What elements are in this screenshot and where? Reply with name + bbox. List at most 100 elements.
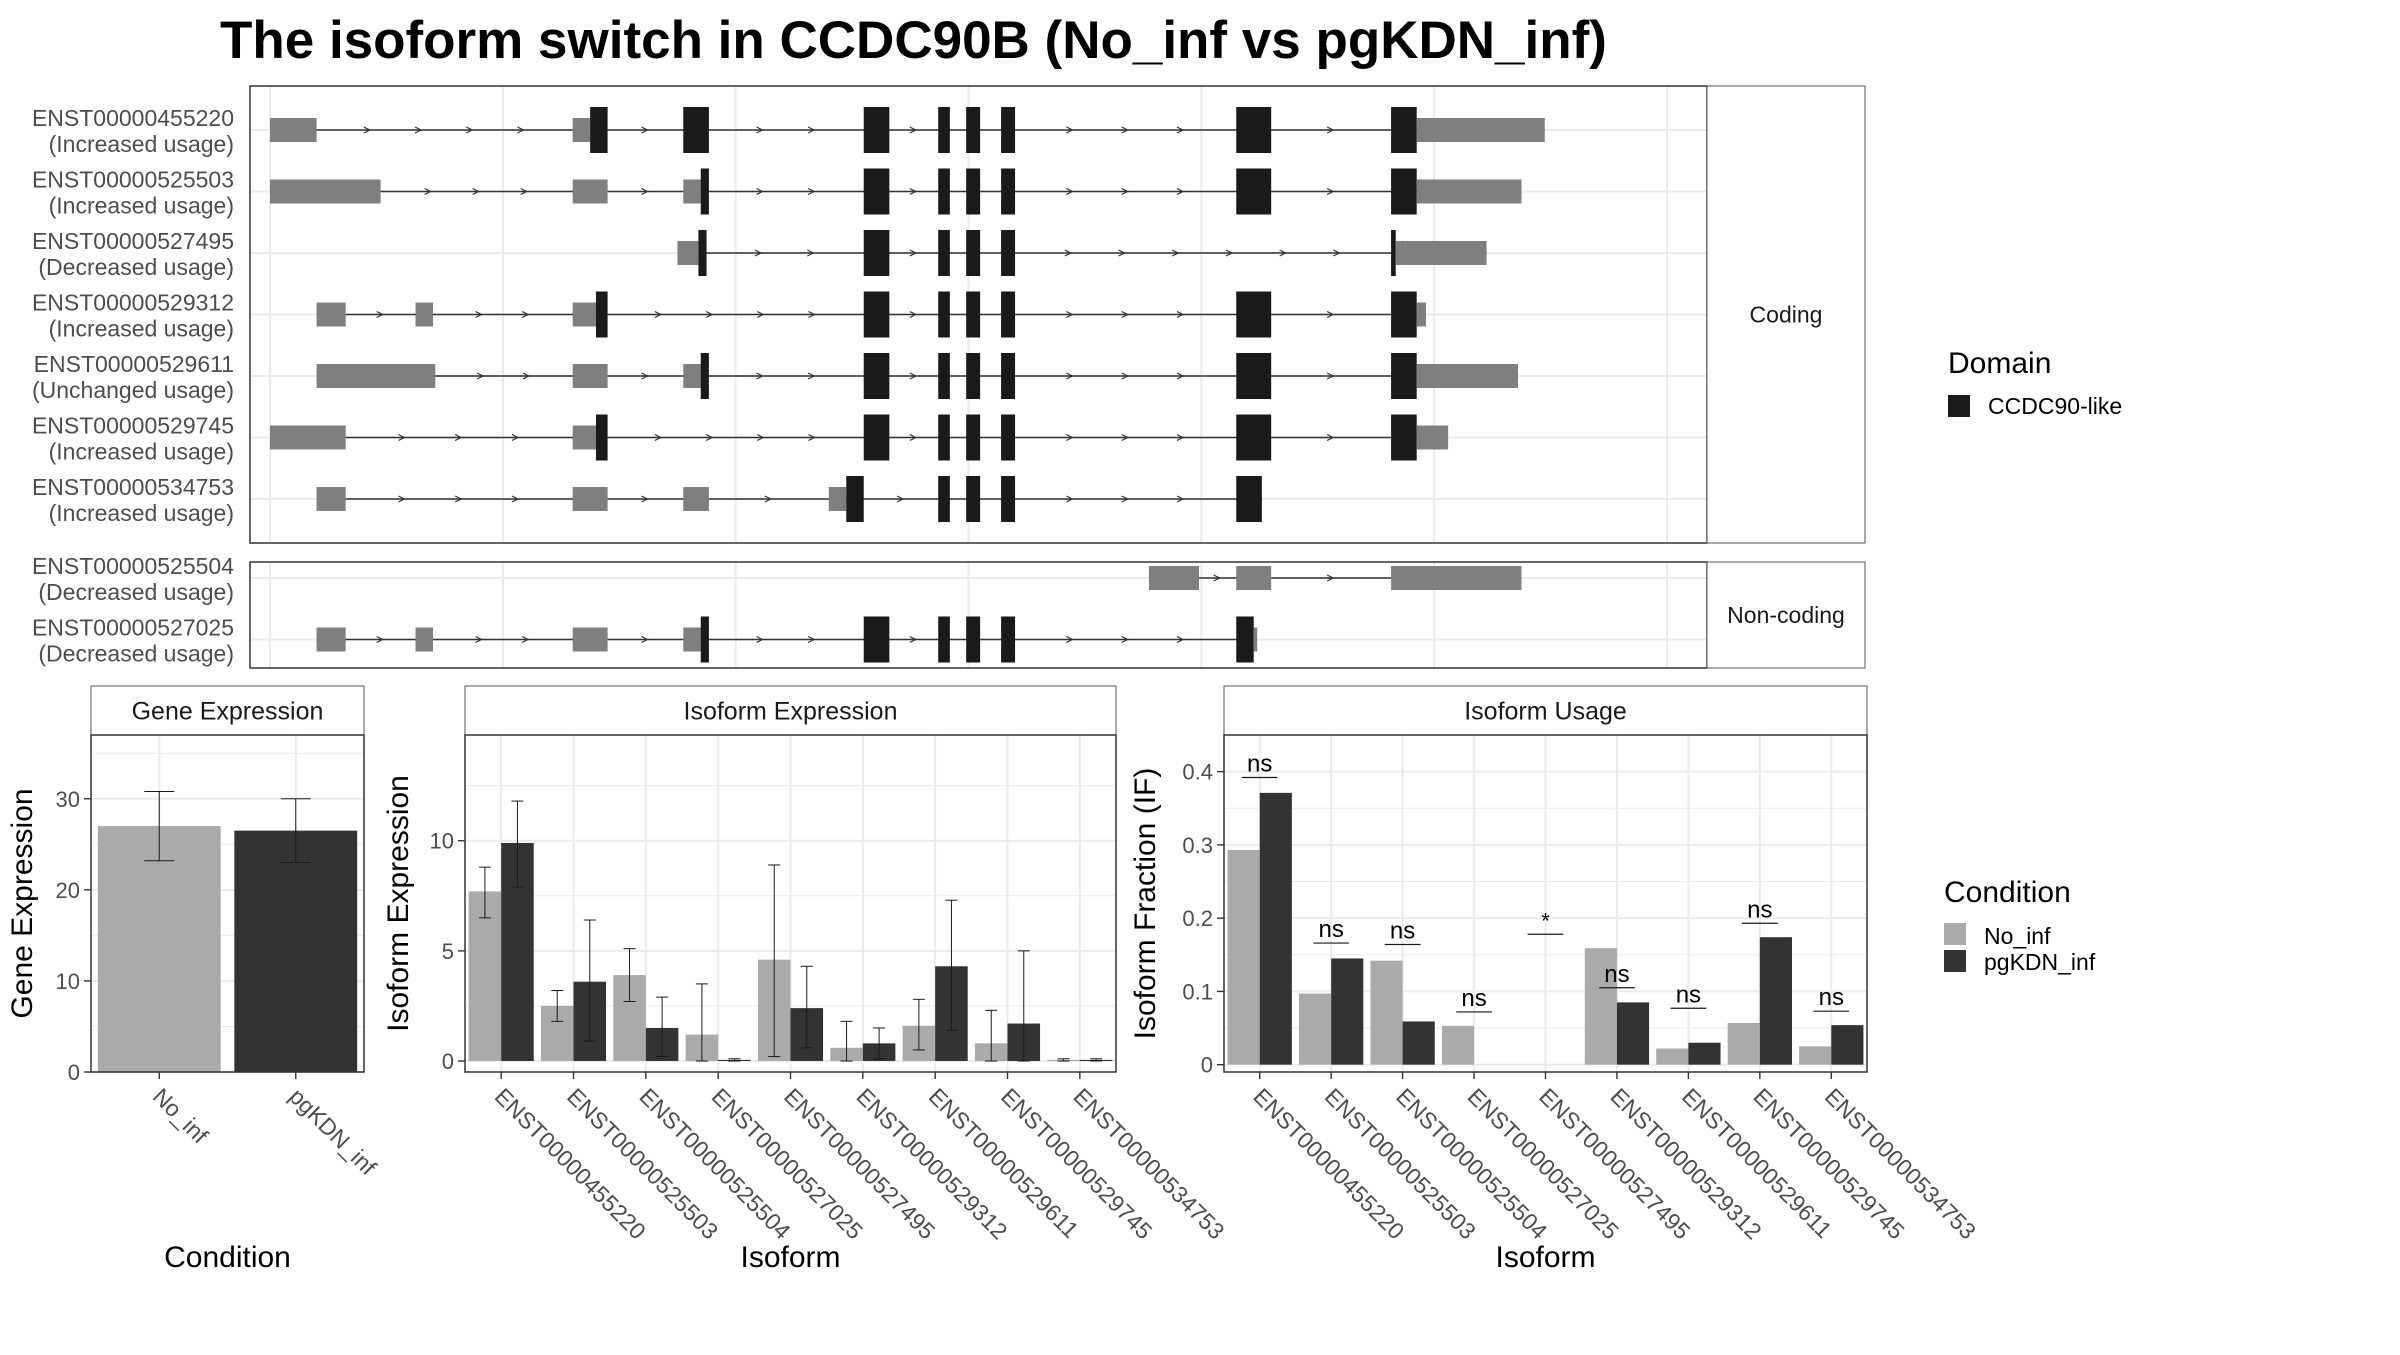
transcript-usage-label: (Unchanged usage) xyxy=(32,377,234,403)
strand-arrow xyxy=(807,635,816,644)
exon-utr-block xyxy=(572,118,591,142)
strand-arrow xyxy=(757,310,765,319)
condition-legend-label-no-inf: No_inf xyxy=(1984,923,2051,949)
strand-arrow xyxy=(472,187,480,196)
exon-domain-block xyxy=(966,168,981,215)
plot-border xyxy=(90,734,365,1073)
exon-utr-block xyxy=(1416,425,1449,450)
strand-arrow xyxy=(909,635,918,644)
strand-arrow xyxy=(807,187,816,196)
isoform-usage-chart: Isoform Usage ns ns ns ns * ns ns ns ns 0 0.1 0.2 0.3… xyxy=(1129,685,1981,1274)
exon-domain-block xyxy=(938,107,950,153)
transcript-id-label: ENST00000525504 xyxy=(32,553,234,579)
transcript-id-label: ENST00000525503 xyxy=(32,167,234,193)
strand-arrow xyxy=(1326,574,1335,582)
bar xyxy=(1299,993,1332,1065)
strand-arrow xyxy=(1176,635,1185,644)
significance-label: * xyxy=(1541,908,1550,933)
strand-arrow xyxy=(808,433,816,442)
condition-legend-swatch-no-inf xyxy=(1944,923,1966,945)
strand-arrow xyxy=(909,372,918,380)
exon-domain-block xyxy=(966,230,981,276)
exon-utr-block xyxy=(1395,241,1406,265)
bar xyxy=(1259,792,1292,1065)
strand-arrow xyxy=(1066,433,1074,442)
strand-arrow xyxy=(521,635,530,644)
strand-arrow xyxy=(641,187,649,196)
strand-arrow xyxy=(520,187,529,196)
strand-arrow xyxy=(1121,187,1130,196)
exon-domain-block xyxy=(1236,353,1272,399)
strand-arrow xyxy=(414,126,423,134)
strand-arrow xyxy=(465,126,474,134)
strand-arrow xyxy=(654,433,663,442)
transcript-id-label: ENST00000527025 xyxy=(32,615,234,641)
exon-domain-block xyxy=(1236,414,1272,461)
strand-arrow xyxy=(909,126,918,134)
strand-arrow xyxy=(511,433,520,442)
strand-arrow xyxy=(807,126,816,134)
x-axis-title: Isoform xyxy=(1495,1241,1595,1274)
strand-arrow xyxy=(1326,310,1335,319)
strand-arrow xyxy=(522,372,531,380)
transcript-usage-label: (Increased usage) xyxy=(49,131,234,157)
structure-panel-noncoding: ENST00000525504(Decreased usage)ENST0000… xyxy=(32,553,1866,669)
exon-domain-block xyxy=(1391,107,1417,153)
exon-utr-block xyxy=(572,627,608,652)
strand-arrow xyxy=(764,495,773,503)
transcript-usage-label: (Decreased usage) xyxy=(38,641,234,667)
exon-domain-block xyxy=(590,107,608,153)
transcript-usage-label: (Decreased usage) xyxy=(38,579,234,605)
strand-arrow xyxy=(756,635,764,644)
panel-strip xyxy=(1223,685,1868,736)
exon-domain-block xyxy=(966,353,981,399)
strand-arrow xyxy=(641,372,649,380)
exon-utr-block xyxy=(1405,241,1487,265)
bar xyxy=(468,891,502,1061)
strand-arrow xyxy=(808,310,816,319)
strand-arrow xyxy=(1326,372,1335,380)
strand-arrow xyxy=(1176,187,1185,196)
transcript-id-label: ENST00000529745 xyxy=(32,413,234,439)
bar xyxy=(1656,1048,1689,1065)
y-axis-title: Gene Expression xyxy=(6,788,39,1018)
bar xyxy=(1831,1025,1864,1065)
strand-arrow xyxy=(641,635,649,644)
exon-domain-block xyxy=(1236,168,1272,215)
y-axis-title: Isoform Expression xyxy=(382,775,415,1032)
strand-arrow xyxy=(1176,126,1185,134)
x-axis-title: Isoform xyxy=(740,1241,840,1274)
figure-title: The isoform switch in CCDC90B (No_inf vs… xyxy=(220,11,1607,70)
exon-domain-block xyxy=(1391,291,1417,338)
strand-arrow xyxy=(1176,372,1185,380)
exon-domain-block xyxy=(966,616,981,663)
condition-legend-label-pgkdn-inf: pgKDN_inf xyxy=(1984,949,2096,975)
y-tick-label: 0 xyxy=(1201,1053,1213,1078)
exon-utr-block xyxy=(415,627,433,652)
y-tick-label: 20 xyxy=(56,878,80,903)
domain-legend-title: Domain xyxy=(1948,347,2051,380)
y-axis-title: Isoform Fraction (IF) xyxy=(1129,768,1162,1040)
transcript-id-label: ENST00000534753 xyxy=(32,474,234,500)
panel-strip-label: Isoform Expression xyxy=(684,698,898,726)
significance-label: ns xyxy=(1390,918,1415,945)
strand-arrow xyxy=(1118,249,1126,257)
y-tick-label: 0.2 xyxy=(1182,906,1213,931)
strand-arrow xyxy=(1121,433,1130,442)
bar xyxy=(1441,1025,1475,1065)
exon-utr-block xyxy=(415,302,433,327)
strand-arrow xyxy=(1225,249,1234,257)
exon-domain-block xyxy=(938,414,950,461)
facet-strip-label: Non-coding xyxy=(1727,602,1845,628)
facet-strip xyxy=(1706,561,1866,669)
transcript-id-label: ENST00000527495 xyxy=(32,228,234,254)
exon-domain-block xyxy=(1391,168,1417,215)
strand-arrow xyxy=(1213,574,1221,582)
strand-arrow xyxy=(896,495,905,503)
strand-arrow xyxy=(641,495,649,503)
bar xyxy=(1727,1022,1760,1065)
exon-domain-block xyxy=(1236,107,1272,153)
exon-domain-block xyxy=(1001,616,1016,663)
strand-arrow xyxy=(1066,635,1074,644)
